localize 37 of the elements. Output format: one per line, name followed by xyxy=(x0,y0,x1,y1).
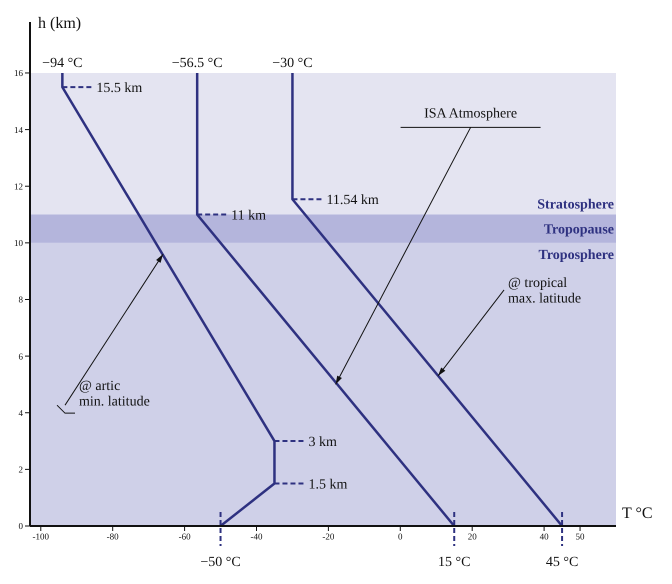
y-tick-label: 8 xyxy=(18,294,24,305)
x-tick-label: 40 xyxy=(540,531,550,542)
x-tick-label: -60 xyxy=(178,531,192,542)
annotation: 45 °C xyxy=(546,555,578,570)
y-tick-label: 2 xyxy=(18,464,23,475)
x-tick-label: -100 xyxy=(32,531,50,542)
annotation: 11.54 km xyxy=(326,193,379,208)
annotation: @ tropical max. latitude xyxy=(508,276,582,306)
y-tick-label: 10 xyxy=(14,238,24,248)
x-tick-label: -20 xyxy=(322,531,335,542)
y-tick-label: 0 xyxy=(18,521,24,532)
annotation: 15.5 km xyxy=(96,81,142,96)
annotation: 15 °C xyxy=(438,555,470,570)
annotation: 1.5 km xyxy=(308,478,348,493)
x-tick-label: -80 xyxy=(106,531,120,542)
band-label: Tropopause xyxy=(544,222,614,238)
annotation: @ artic min. latitude xyxy=(79,379,150,410)
y-axis-title: h (km) xyxy=(38,15,82,32)
y-tick-label: 6 xyxy=(18,351,24,362)
annotation: −50 °C xyxy=(200,555,241,570)
y-tick-label: 16 xyxy=(14,68,24,78)
x-tick-label: 50 xyxy=(576,531,586,542)
x-axis-title: T °C xyxy=(622,505,653,522)
annotation: 3 km xyxy=(308,435,337,450)
annotation: 11 km xyxy=(231,208,266,224)
annotation: ISA Atmosphere xyxy=(424,106,518,122)
annotation: −56.5 °C xyxy=(172,56,223,71)
y-tick-label: 12 xyxy=(14,181,23,192)
annotation: −94 °C xyxy=(42,56,83,71)
y-tick-label: 14 xyxy=(14,124,24,135)
band-label: Stratosphere xyxy=(537,198,614,213)
x-tick-label: -40 xyxy=(250,531,263,542)
annotation: −30 °C xyxy=(272,56,313,71)
x-tick-label: 0 xyxy=(398,531,404,542)
x-tick-label: 20 xyxy=(468,531,478,542)
band-label: Troposphere xyxy=(538,248,614,263)
y-tick-label: 4 xyxy=(18,408,24,418)
